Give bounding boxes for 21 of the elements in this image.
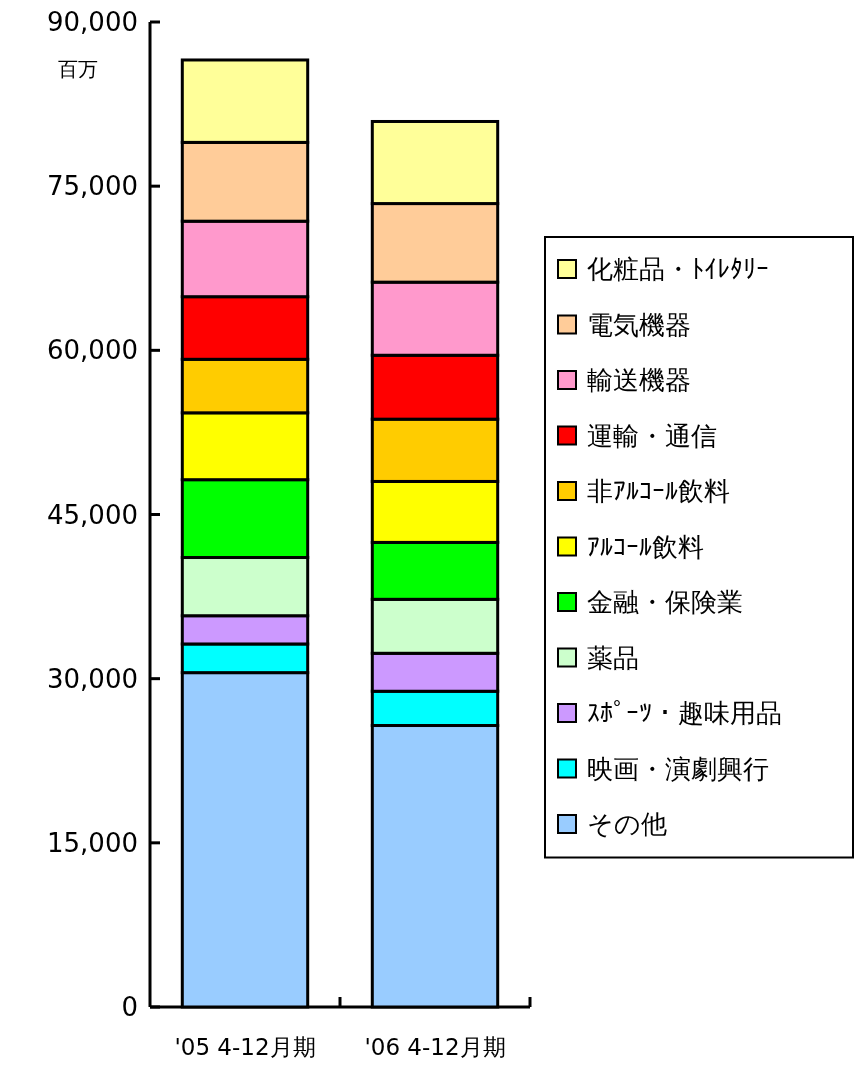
y-tick-label: 90,000 bbox=[47, 7, 138, 37]
legend-label: 化粧品・ﾄｲﾚﾀﾘｰ bbox=[587, 254, 769, 284]
y-axis-title: 百万 bbox=[58, 57, 98, 81]
y-tick-label: 60,000 bbox=[47, 335, 138, 366]
y-tick-label: 0 bbox=[121, 992, 138, 1022]
legend-label: 運輸・通信 bbox=[587, 420, 717, 451]
y-tick-label: 45,000 bbox=[47, 499, 138, 530]
legend-label: ｱﾙｺｰﾙ飲料 bbox=[587, 531, 704, 562]
legend-label: 非ｱﾙｺｰﾙ飲料 bbox=[587, 476, 730, 506]
legend-label: 金融・保険業 bbox=[587, 587, 743, 617]
y-tick-label: 15,000 bbox=[47, 827, 138, 858]
legend-label: ｽﾎﾟｰﾂ・趣味用品 bbox=[587, 698, 782, 728]
y-tick-label: 75,000 bbox=[47, 171, 138, 202]
legend-label: その他 bbox=[587, 809, 667, 839]
legend-label: 映画・演劇興行 bbox=[587, 753, 769, 784]
x-tick-label: '05 4-12月期 bbox=[174, 1034, 316, 1060]
x-tick-label: '06 4-12月期 bbox=[364, 1034, 506, 1060]
y-tick-label: 30,000 bbox=[47, 663, 138, 694]
legend-label: 輸送機器 bbox=[587, 365, 691, 395]
legend-label: 電気機器 bbox=[587, 309, 691, 340]
legend-label: 薬品 bbox=[587, 642, 639, 673]
